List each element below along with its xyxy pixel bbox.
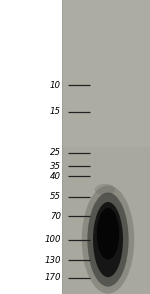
Ellipse shape xyxy=(87,193,129,287)
Text: 15: 15 xyxy=(50,107,61,116)
Ellipse shape xyxy=(95,184,115,196)
Ellipse shape xyxy=(93,202,123,277)
Text: 40: 40 xyxy=(50,172,61,181)
Bar xyxy=(62,0,150,147)
Text: 100: 100 xyxy=(44,235,61,244)
Text: 10: 10 xyxy=(50,81,61,90)
Text: 35: 35 xyxy=(50,162,61,171)
Text: 130: 130 xyxy=(44,256,61,265)
Ellipse shape xyxy=(82,186,134,294)
Text: 170: 170 xyxy=(44,273,61,282)
Text: 70: 70 xyxy=(50,212,61,220)
Ellipse shape xyxy=(97,208,119,260)
Text: 25: 25 xyxy=(50,148,61,157)
Bar xyxy=(62,0,150,294)
Text: 55: 55 xyxy=(50,193,61,201)
